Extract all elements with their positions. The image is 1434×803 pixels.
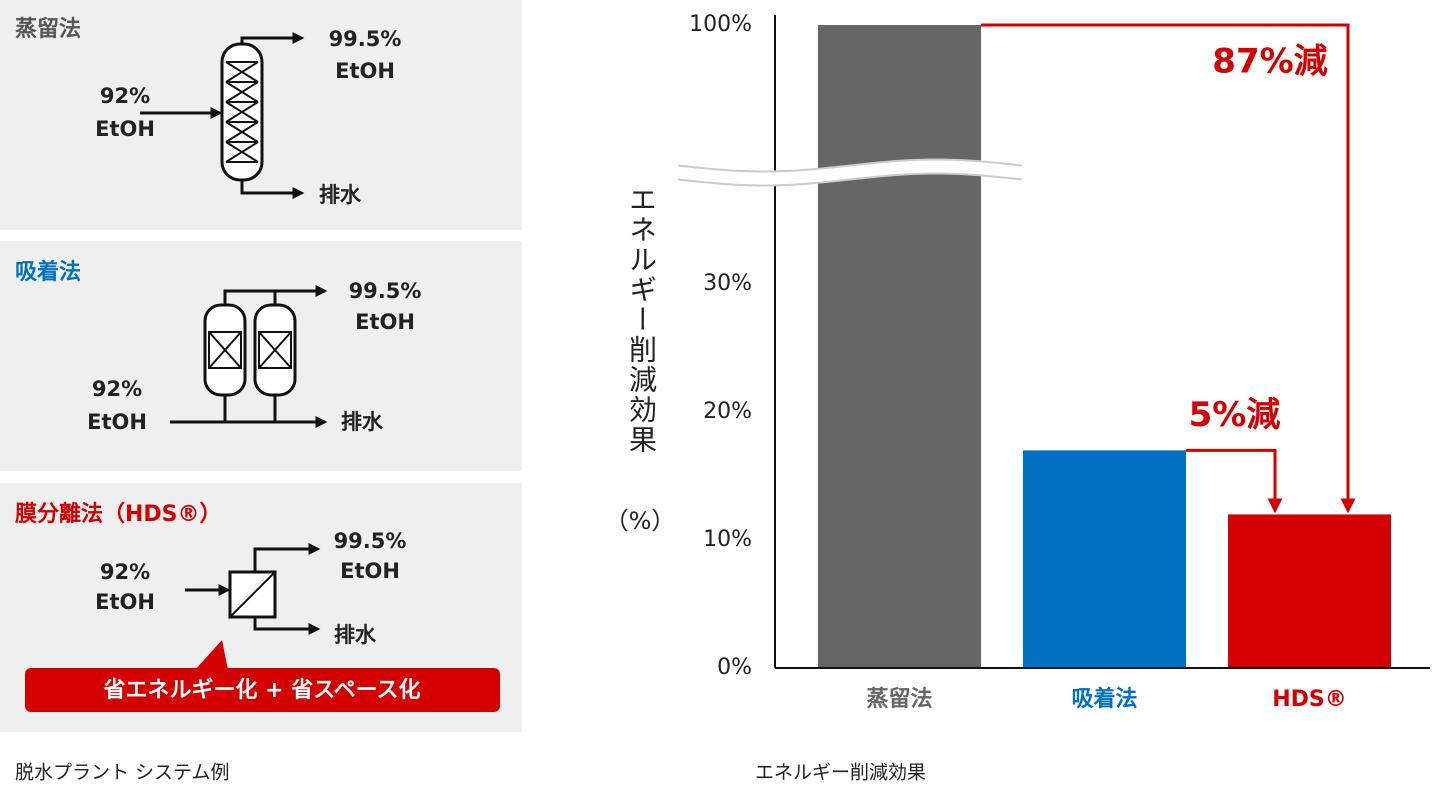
y-tick-label: 100% <box>689 12 752 37</box>
badge <box>25 668 500 712</box>
badge-text: 省エネルギー化 + 省スペース化 <box>102 677 420 703</box>
annotation: 87%減 <box>1212 42 1327 82</box>
feed-label: EtOH <box>95 117 155 141</box>
waste-label: 排水 <box>334 623 377 647</box>
x-tick-label: 蒸留法 <box>866 686 932 712</box>
axis-break <box>677 158 1023 173</box>
axis-break <box>677 172 1023 187</box>
panel-title: 膜分離法（HDS®） <box>15 501 222 527</box>
y-axis-label: （%） <box>605 507 676 535</box>
adsorption-vessels <box>170 285 328 428</box>
x-tick-label: HDS® <box>1272 687 1347 712</box>
product-label: 99.5% <box>349 279 422 303</box>
product-label: 99.5% <box>334 529 407 553</box>
feed-label: 92% <box>100 560 150 584</box>
annotation-arrow <box>1186 448 1283 514</box>
feed-label: EtOH <box>95 590 155 614</box>
y-tick-label: 30% <box>703 271 752 296</box>
axis-break-band <box>678 159 1022 186</box>
panel-title: 吸着法 <box>15 259 81 285</box>
caption: エネルギー削減効果 <box>755 762 926 784</box>
product-label: 99.5% <box>329 27 402 51</box>
y-axis-label: エネルギー削減効果 <box>625 185 658 455</box>
product-label: EtOH <box>335 59 395 83</box>
product-label: EtOH <box>355 310 415 334</box>
annotation: 5%減 <box>1189 395 1281 435</box>
feed-label: 92% <box>100 84 150 108</box>
bar <box>1023 450 1186 668</box>
bar <box>1228 514 1391 668</box>
membrane-module <box>185 543 321 635</box>
waste-label: 排水 <box>319 183 362 207</box>
caption: 脱水プラント システム例 <box>15 762 229 784</box>
y-tick-label: 20% <box>703 399 752 424</box>
product-label: EtOH <box>340 559 400 583</box>
feed-label: 92% <box>92 377 142 401</box>
panel-title: 蒸留法 <box>15 16 81 42</box>
distillation-column <box>140 32 305 199</box>
waste-label: 排水 <box>341 410 384 434</box>
badge-pointer <box>195 640 228 670</box>
feed-label: EtOH <box>87 410 147 434</box>
y-tick-label: 10% <box>703 527 752 552</box>
annotation-arrow <box>981 23 1356 514</box>
x-tick-label: 吸着法 <box>1071 686 1137 712</box>
chart: 0% 10% 20% 30% 100% 蒸留法 吸着法 HDS® 87%減 5%減 エネルギー削減効… <box>605 12 1430 712</box>
y-tick-label: 0% <box>717 655 752 680</box>
bar <box>818 25 981 668</box>
